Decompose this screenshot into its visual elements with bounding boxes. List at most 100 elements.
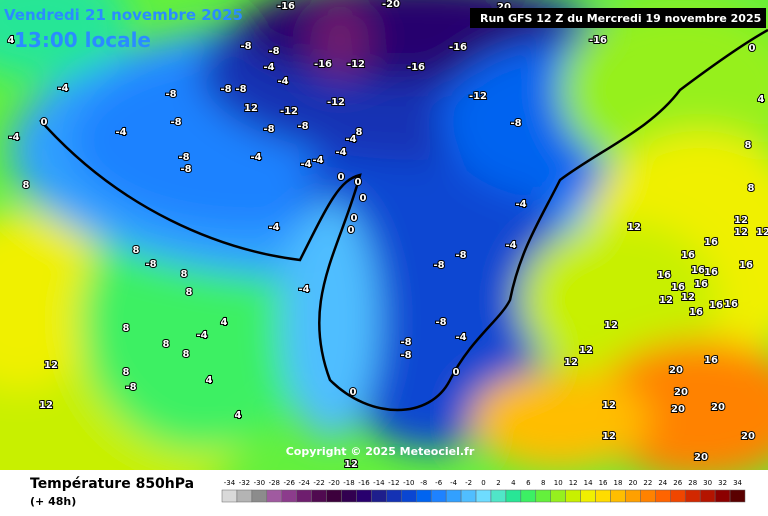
temperature-label: 20 xyxy=(741,431,755,442)
scale-swatch xyxy=(729,489,746,503)
temperature-label: 0 xyxy=(338,172,345,183)
scale-label: -26 xyxy=(284,479,296,487)
temperature-label: 16 xyxy=(704,355,718,366)
temperature-label: 12 xyxy=(627,222,641,233)
scale-swatch xyxy=(281,489,297,503)
scale-label: 16 xyxy=(599,479,608,487)
temperature-label: 8 xyxy=(123,323,130,334)
temperature-label: -8 xyxy=(145,259,156,270)
temperature-label: 20 xyxy=(694,452,708,463)
temperature-label: 12 xyxy=(44,360,58,371)
scale-swatch xyxy=(535,489,551,503)
scale-swatch xyxy=(221,489,238,503)
temperature-label: -4 xyxy=(8,132,19,143)
temperature-label: -4 xyxy=(115,127,126,138)
temperature-label: 16 xyxy=(691,265,705,276)
temperature-label: -8 xyxy=(400,350,411,361)
temperature-label: -8 xyxy=(455,250,466,261)
temperature-label: -8 xyxy=(220,84,231,95)
scale-label: 12 xyxy=(569,479,578,487)
scale-label: -14 xyxy=(373,479,385,487)
temperature-label: 4 xyxy=(758,94,765,105)
temperature-label: -16 xyxy=(589,35,607,46)
temperature-label: 0 xyxy=(350,387,357,398)
temperature-label: -16 xyxy=(407,62,425,73)
temperature-label: 8 xyxy=(183,349,190,360)
temperature-label: 0 xyxy=(453,367,460,378)
scale-swatch xyxy=(326,489,342,503)
scale-swatch xyxy=(475,489,492,503)
scale-label: -24 xyxy=(298,479,310,487)
temperature-label: -8 xyxy=(435,317,446,328)
temperature-label: 8 xyxy=(23,180,30,191)
temperature-label: 16 xyxy=(739,260,753,271)
temperature-label: 0 xyxy=(348,225,355,236)
temperature-label: 8 xyxy=(745,140,752,151)
scale-swatch xyxy=(490,489,507,503)
scale-swatch xyxy=(236,489,253,503)
temperature-label: -8 xyxy=(125,382,136,393)
temperature-label: -4 xyxy=(57,83,68,94)
temperature-label: -4 xyxy=(345,134,356,145)
temperature-label: 4 xyxy=(206,375,213,386)
temperature-label: -8 xyxy=(170,117,181,128)
scale-swatch xyxy=(714,489,731,503)
temperature-label: 12 xyxy=(604,320,618,331)
scale-swatch xyxy=(580,489,596,503)
temperature-label: -8 xyxy=(268,46,279,57)
scale-label: -28 xyxy=(269,479,280,487)
color-scale: -34 -32 -30 -28 -26 -24 -22 -20 -18 -16 -14 -12 -10-… xyxy=(221,479,746,503)
temperature-label: 8 xyxy=(748,183,755,194)
temperature-label: -4 xyxy=(298,284,309,295)
temperature-label: -8 xyxy=(165,89,176,100)
temperature-label: 0 xyxy=(355,177,362,188)
run-info: Run GFS 12 Z du Mercredi 19 novembre 202… xyxy=(480,12,761,25)
temperature-label: -4 xyxy=(455,332,466,343)
scale-label: -8 xyxy=(420,479,427,487)
temperature-label: -12 xyxy=(327,97,345,108)
temperature-label: -8 xyxy=(433,260,444,271)
map-date: Vendredi 21 novembre 2025 xyxy=(4,6,243,24)
temperature-label: -8 xyxy=(178,152,189,163)
run-box xyxy=(470,8,766,28)
temperature-label: 16 xyxy=(689,307,703,318)
scale-label: 18 xyxy=(614,479,623,487)
scale-swatch xyxy=(460,489,477,503)
scale-label: -16 xyxy=(358,479,370,487)
temperature-label: -4 xyxy=(268,222,279,233)
temperature-label: 12 xyxy=(756,227,768,238)
scale-label: 4 xyxy=(511,479,516,487)
scale-swatch xyxy=(341,489,357,503)
scale-swatch xyxy=(416,489,432,503)
copyright: Copyright © 2025 Meteociel.fr xyxy=(286,445,475,458)
scale-label: 10 xyxy=(554,479,563,487)
scale-label: 28 xyxy=(688,479,697,487)
scale-label: -10 xyxy=(403,479,414,487)
temperature-label: 20 xyxy=(671,404,685,415)
temperature-label: 0 xyxy=(41,117,48,128)
temperature-label: -12 xyxy=(280,106,298,117)
temperature-label: 12 xyxy=(579,345,593,356)
temperature-label: -4 xyxy=(300,159,311,170)
temperature-label: 8 xyxy=(123,367,130,378)
temperature-label: -4 xyxy=(277,76,288,87)
temperature-label: 16 xyxy=(724,299,738,310)
temperature-label: -20 xyxy=(382,0,400,10)
scale-swatch xyxy=(670,489,686,503)
temperature-label: -4 xyxy=(515,199,526,210)
scale-swatch xyxy=(625,489,641,503)
map-labels: 4-40-4 -48-8-8-8-8-8 -8-8 -8-4-412 -12-8 -8-4… xyxy=(7,0,768,470)
scale-swatch xyxy=(610,489,626,503)
isotherm xyxy=(39,28,768,412)
temperature-label: 16 xyxy=(681,250,695,261)
temperature-label: 20 xyxy=(711,402,725,413)
temperature-label: 0 xyxy=(749,43,756,54)
temperature-label: 16 xyxy=(671,282,685,293)
temperature-label: 4 xyxy=(235,410,242,421)
temperature-label: -4 xyxy=(312,155,323,166)
temperature-label: -16 xyxy=(277,1,295,12)
scale-label: -18 xyxy=(343,479,354,487)
scale-swatch xyxy=(445,489,462,503)
temperature-label: 12 xyxy=(564,357,578,368)
scale-label: 24 xyxy=(658,479,667,487)
